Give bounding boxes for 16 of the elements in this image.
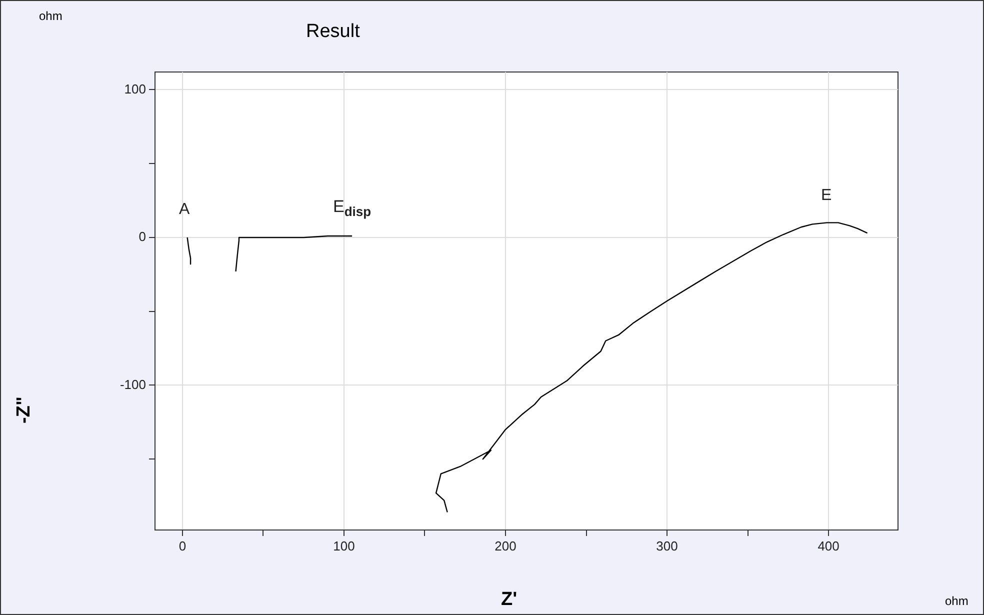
y-tick-label: 0 [138,229,146,244]
x-axis-title: Z' [501,589,518,611]
chart-title: Result [306,21,360,43]
x-tick-label: 200 [494,538,516,554]
text: ohm [39,9,62,23]
x-tick-label: 100 [333,538,355,554]
x-tick-label: 300 [656,538,678,554]
x-tick-label: 0 [178,538,186,554]
text: ohm [945,594,968,608]
x-tick-label: 400 [818,538,840,554]
annotation: E [821,187,832,205]
annotation: E$_{disp}$ [333,197,372,219]
annotation: A [179,201,190,219]
y-axis-title: -Z" [13,396,36,424]
y-tick-label: -100 [120,376,146,392]
y-tick-label: 100 [124,81,146,96]
